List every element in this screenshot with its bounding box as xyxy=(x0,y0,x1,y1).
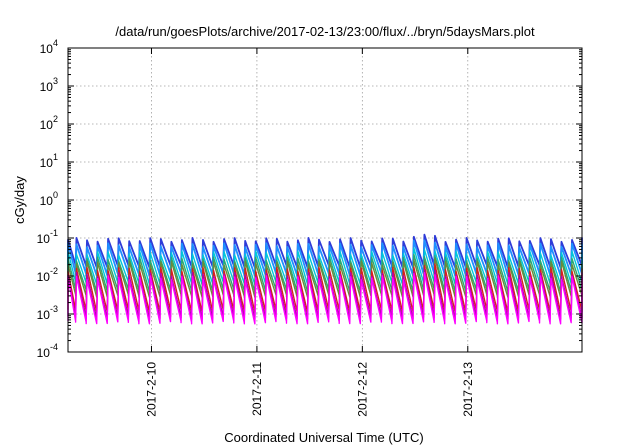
x-axis: 2017-2-10 2017-2-11 2017-2-12 2017-2-13 xyxy=(144,48,475,417)
y-tick-label: 10-1 xyxy=(37,228,58,246)
grid xyxy=(68,48,582,352)
y-tick-label: 101 xyxy=(40,152,58,170)
x-tick-label: 2017-2-12 xyxy=(355,362,369,417)
y-tick-label: 10-3 xyxy=(37,304,58,322)
series-line-7 xyxy=(67,271,583,325)
x-tick-label: 2017-2-10 xyxy=(144,362,158,417)
y-tick-label: 103 xyxy=(40,76,58,94)
chart-title: /data/run/goesPlots/archive/2017-02-13/2… xyxy=(115,24,535,39)
y-tick-label: 10-4 xyxy=(37,342,58,360)
y-tick-label: 10-2 xyxy=(37,266,58,284)
y-tick-label: 100 xyxy=(40,190,58,208)
y-axis-label: cGy/day xyxy=(12,176,27,224)
x-tick-label: 2017-2-11 xyxy=(250,362,264,416)
x-axis-label: Coordinated Universal Time (UTC) xyxy=(224,430,423,445)
x-tick-label: 2017-2-13 xyxy=(461,362,475,417)
y-axis: 10-4 10-3 10-2 10-1 100 101 102 103 104 xyxy=(37,38,582,360)
series-layer xyxy=(67,233,583,325)
y-tick-label: 102 xyxy=(40,114,58,132)
y-tick-label: 104 xyxy=(40,38,58,56)
